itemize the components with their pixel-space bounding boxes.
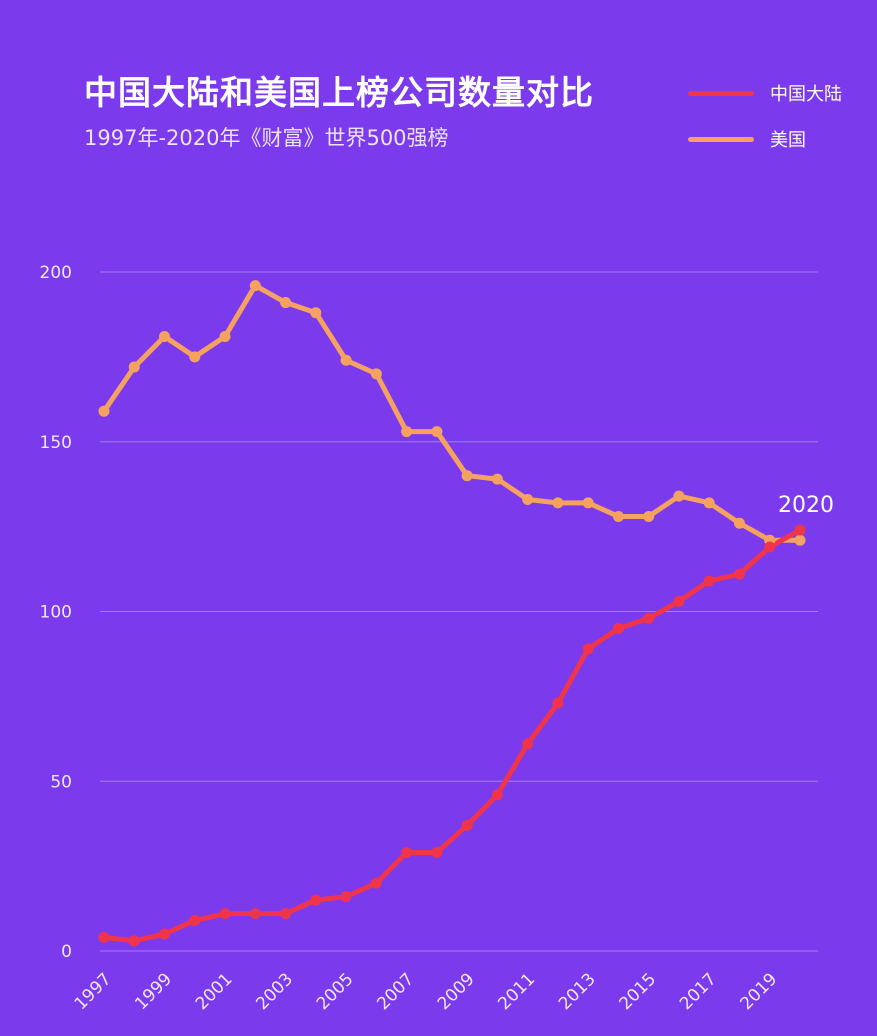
series-layer bbox=[98, 280, 806, 947]
data-point-china bbox=[280, 908, 292, 920]
legend-swatch-china bbox=[688, 90, 754, 96]
data-point-china bbox=[461, 819, 473, 831]
y-tick-label: 50 bbox=[50, 772, 72, 792]
data-point-usa bbox=[98, 405, 110, 417]
data-point-usa bbox=[431, 426, 443, 438]
grid bbox=[100, 271, 818, 952]
y-tick-label: 150 bbox=[40, 433, 72, 453]
data-point-usa bbox=[612, 510, 624, 522]
data-point-usa bbox=[582, 497, 594, 509]
data-point-china bbox=[219, 908, 231, 920]
data-point-usa bbox=[128, 361, 140, 373]
data-point-china bbox=[159, 928, 171, 940]
data-point-usa bbox=[280, 297, 292, 309]
data-point-china bbox=[340, 891, 352, 903]
data-point-china bbox=[310, 894, 322, 906]
data-point-usa bbox=[249, 280, 261, 292]
data-point-china bbox=[128, 935, 140, 947]
data-point-usa bbox=[673, 490, 685, 502]
data-point-china bbox=[522, 738, 534, 750]
x-axis-ticks: 1997 1999 2001 2003 2005 2007 2009 2011 2013 2015… bbox=[71, 969, 781, 1014]
data-point-usa bbox=[401, 426, 413, 438]
data-point-usa bbox=[159, 331, 171, 343]
x-tick-label: 2015 bbox=[615, 969, 660, 1014]
x-tick-label: 2019 bbox=[737, 969, 782, 1014]
data-point-usa bbox=[522, 493, 534, 505]
data-point-china bbox=[764, 541, 776, 553]
x-tick-label: 2009 bbox=[434, 969, 479, 1014]
x-tick-label: 2011 bbox=[494, 969, 539, 1014]
data-point-china bbox=[370, 877, 382, 889]
data-point-china bbox=[401, 847, 413, 859]
y-tick-label: 100 bbox=[40, 603, 72, 623]
x-tick-label: 2017 bbox=[676, 969, 721, 1014]
legend-item-usa: 美国 bbox=[688, 116, 842, 162]
data-point-china bbox=[612, 622, 624, 634]
chart-subtitle: 1997年-2020年《财富》世界500强榜 bbox=[84, 126, 449, 150]
x-tick-label: 2005 bbox=[313, 969, 358, 1014]
data-point-usa bbox=[703, 497, 715, 509]
data-point-usa bbox=[370, 368, 382, 380]
x-tick-label: 2001 bbox=[192, 969, 237, 1014]
data-point-china bbox=[794, 524, 806, 536]
data-point-china bbox=[582, 643, 594, 655]
data-point-china bbox=[703, 575, 715, 587]
data-point-usa bbox=[461, 470, 473, 482]
data-point-china bbox=[98, 931, 110, 943]
data-point-china bbox=[643, 612, 655, 624]
data-point-usa bbox=[643, 510, 655, 522]
y-tick-label: 0 bbox=[61, 942, 72, 962]
legend-item-china: 中国大陆 bbox=[688, 70, 842, 116]
data-point-china bbox=[673, 595, 685, 607]
data-point-china bbox=[189, 914, 201, 926]
x-tick-label: 1997 bbox=[71, 969, 116, 1014]
data-point-usa bbox=[491, 473, 503, 485]
data-point-usa bbox=[794, 534, 806, 546]
legend-swatch-usa bbox=[688, 136, 754, 142]
data-point-usa bbox=[552, 497, 564, 509]
data-point-usa bbox=[189, 351, 201, 363]
legend-label-china: 中国大陆 bbox=[770, 84, 842, 105]
x-tick-label: 2003 bbox=[252, 969, 297, 1014]
x-tick-label: 1999 bbox=[131, 969, 176, 1014]
y-axis-ticks: 0 50 100 150 200 bbox=[40, 263, 72, 962]
annotation-2020: 2020 bbox=[778, 493, 834, 518]
x-tick-label: 2013 bbox=[555, 969, 600, 1014]
data-point-usa bbox=[219, 331, 231, 343]
data-point-china bbox=[249, 908, 261, 920]
data-point-china bbox=[431, 847, 443, 859]
legend-label-usa: 美国 bbox=[770, 130, 806, 151]
chart-title: 中国大陆和美国上榜公司数量对比 bbox=[84, 73, 594, 112]
series-line-china bbox=[101, 527, 803, 944]
y-tick-label: 200 bbox=[40, 263, 72, 283]
x-tick-label: 2007 bbox=[373, 969, 418, 1014]
data-point-china bbox=[491, 789, 503, 801]
data-point-china bbox=[733, 568, 745, 580]
data-point-usa bbox=[340, 354, 352, 366]
data-point-china bbox=[552, 697, 564, 709]
data-point-usa bbox=[310, 307, 322, 319]
data-point-usa bbox=[733, 517, 745, 529]
legend: 中国大陆 美国 bbox=[688, 70, 842, 162]
series-line-usa bbox=[101, 283, 803, 543]
